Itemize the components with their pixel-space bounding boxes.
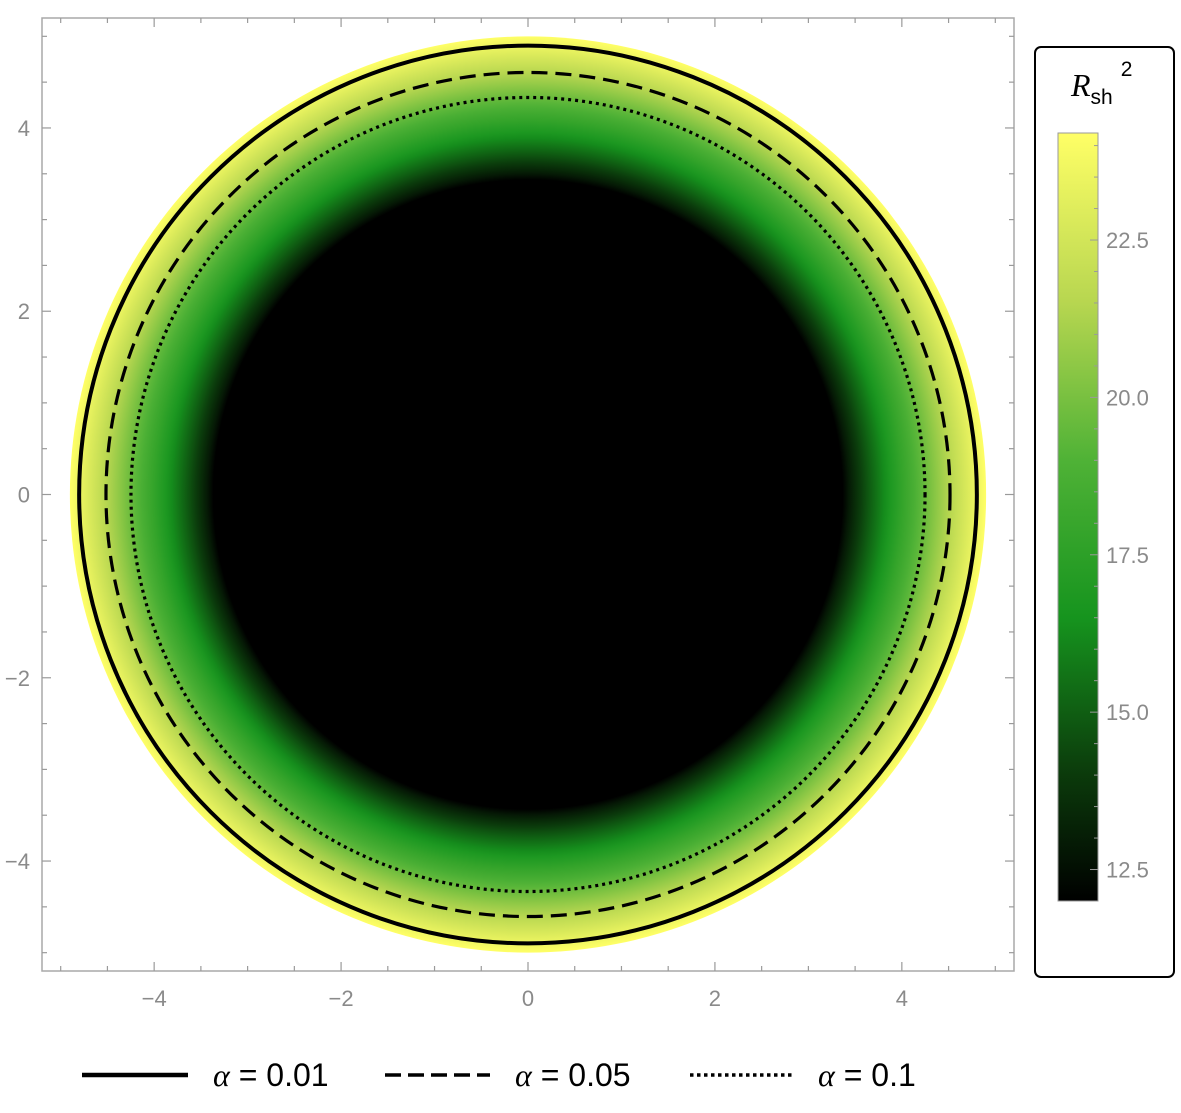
legend-label: α = 0.01 [213, 1057, 329, 1093]
x-axis: −4 −2 0 2 4 [60, 18, 996, 1011]
plot-area: −4 −2 0 2 4 −4 −2 0 2 4 [5, 17, 1015, 1011]
colorbar-ticks: 12.5 15.0 17.5 20.0 22.5 [1090, 145, 1149, 883]
x-tick-label: 0 [522, 986, 534, 1011]
legend-label-value: = 0.01 [230, 1057, 329, 1093]
colorbar-title-main: R [1070, 67, 1091, 103]
legend-label: α = 0.1 [818, 1057, 916, 1093]
colorbar-frame [1034, 46, 1175, 978]
contour-dotted [129, 95, 927, 894]
legend: α = 0.01 α = 0.05 α = 0.1 [82, 1057, 916, 1093]
colorbar-tick-label: 20.0 [1106, 385, 1149, 410]
y-tick-label: 2 [18, 299, 30, 324]
y-axis: −4 −2 0 2 4 [5, 35, 1014, 954]
x-tick-label: −4 [142, 986, 167, 1011]
contour-solid [77, 43, 979, 946]
legend-label: α = 0.05 [515, 1057, 631, 1093]
y-tick-label: 4 [18, 116, 30, 141]
colorbar-tick-label: 17.5 [1106, 543, 1149, 568]
contour-lines [77, 43, 979, 946]
colorbar-tick-label: 15.0 [1106, 700, 1149, 725]
contour-dashed [104, 70, 952, 919]
legend-label-value: = 0.05 [532, 1057, 631, 1093]
colorbar-bar [1057, 132, 1099, 902]
colorbar-tick-label: 12.5 [1106, 858, 1149, 883]
y-tick-label: −4 [5, 849, 30, 874]
colorbar-title-sup: 2 [1121, 58, 1133, 81]
y-tick-label: 0 [18, 483, 30, 508]
x-tick-label: 4 [896, 986, 908, 1011]
x-tick-label: −2 [329, 986, 354, 1011]
colorbar-title: Rsh 2 [1070, 58, 1132, 109]
y-tick-label: −2 [5, 666, 30, 691]
legend-label-symbol: α [818, 1057, 836, 1093]
colorbar: Rsh 2 12.5 15.0 17.5 20.0 22.5 [1034, 46, 1175, 978]
x-tick-label: 2 [709, 986, 721, 1011]
shadow-surface [69, 36, 987, 953]
legend-label-value: = 0.1 [835, 1057, 916, 1093]
legend-label-symbol: α [515, 1057, 533, 1093]
legend-label-symbol: α [213, 1057, 231, 1093]
colorbar-tick-label: 22.5 [1106, 228, 1149, 253]
colorbar-title-sub: sh [1091, 86, 1113, 109]
